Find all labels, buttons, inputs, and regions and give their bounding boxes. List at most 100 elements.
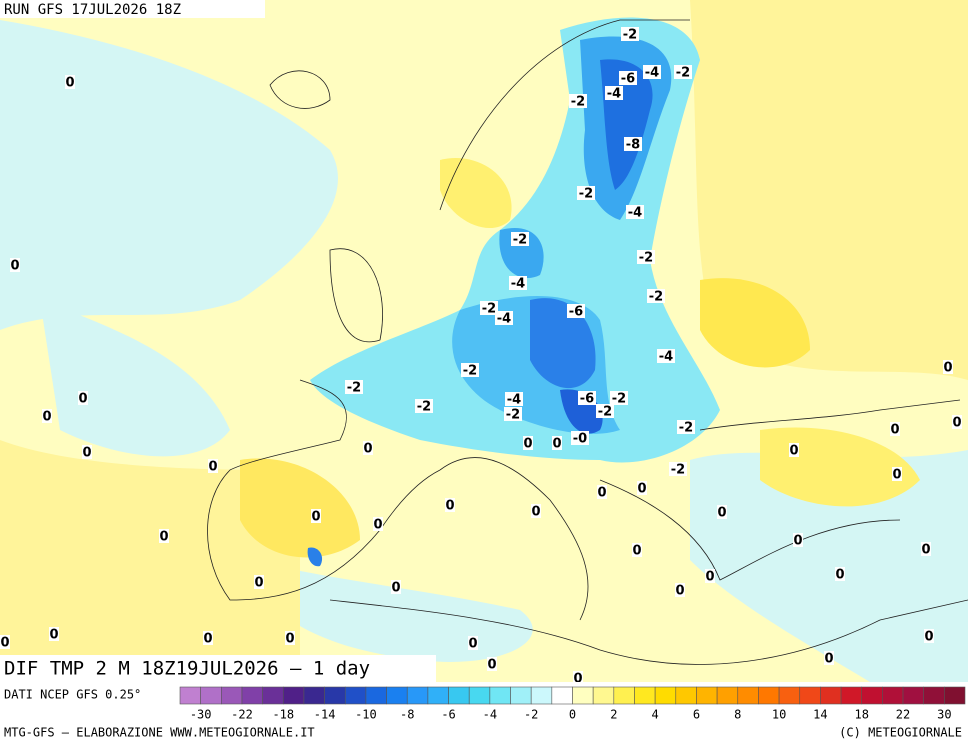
footer-right: (C) METEOGIORNALE <box>839 726 962 740</box>
contour-label: -2 <box>417 400 431 415</box>
contour-label: 0 <box>203 632 212 647</box>
colorbar-label: 8 <box>734 708 741 722</box>
contour-label: -4 <box>645 66 659 81</box>
colorbar-swatch <box>924 687 945 704</box>
contour-label: 0 <box>924 630 933 645</box>
contour-label: 0 <box>285 632 294 647</box>
contour-label: 0 <box>311 510 320 525</box>
contour-label: -2 <box>649 290 663 305</box>
colorbar-swatch <box>634 687 655 704</box>
contour-label: -4 <box>628 206 642 221</box>
colorbar-swatch <box>738 687 759 704</box>
colorbar-swatch <box>944 687 965 704</box>
colorbar-swatch <box>345 687 366 704</box>
colorbar-swatch <box>325 687 346 704</box>
colorbar-swatch <box>779 687 800 704</box>
colorbar-swatch <box>490 687 511 704</box>
contour-label: 0 <box>637 482 646 497</box>
colorbar-label: -14 <box>314 708 336 722</box>
contour-label: 0 <box>789 444 798 459</box>
colorbar-swatch <box>366 687 387 704</box>
contour-label: 0 <box>523 437 532 452</box>
contour-label: 0 <box>363 442 372 457</box>
colorbar-swatch <box>449 687 470 704</box>
colorbar-swatch <box>263 687 284 704</box>
contour-label: 0 <box>468 637 477 652</box>
colorbar-swatch <box>820 687 841 704</box>
contour-label: -8 <box>626 138 640 153</box>
colorbar-swatch <box>614 687 635 704</box>
contour-label: -2 <box>639 251 653 266</box>
colorbar-swatch <box>242 687 263 704</box>
contour-label: -2 <box>482 302 496 317</box>
colorbar-label: -8 <box>400 708 414 722</box>
contour-label: 0 <box>824 652 833 667</box>
colorbar-label: -6 <box>441 708 455 722</box>
colorbar-label: -4 <box>483 708 497 722</box>
contour-label: 0 <box>943 361 952 376</box>
colorbar-swatch <box>841 687 862 704</box>
colorbar-label: -2 <box>524 708 538 722</box>
colorbar-swatch <box>862 687 883 704</box>
header-run: RUN GFS 17JUL2026 18Z <box>4 2 181 18</box>
colorbar-swatch <box>573 687 594 704</box>
contour-label: 0 <box>373 518 382 533</box>
colorbar-label: 22 <box>896 708 910 722</box>
colorbar-swatch <box>304 687 325 704</box>
contour-label: -4 <box>497 312 511 327</box>
contour-label: -2 <box>598 405 612 420</box>
colorbar-swatch <box>655 687 676 704</box>
colorbar-label: 2 <box>610 708 617 722</box>
contour-label: 0 <box>42 410 51 425</box>
contour-label: -4 <box>659 350 673 365</box>
colorbar-label: 10 <box>772 708 786 722</box>
colorbar-label: -22 <box>231 708 253 722</box>
contour-label: -2 <box>513 233 527 248</box>
colorbar-swatch <box>758 687 779 704</box>
colorbar-swatch <box>593 687 614 704</box>
contour-label: -4 <box>511 277 525 292</box>
contour-label: 0 <box>632 544 641 559</box>
contour-label: 0 <box>552 437 561 452</box>
colorbar-label: -18 <box>272 708 294 722</box>
contour-label: 0 <box>952 416 961 431</box>
contour-label: -0 <box>573 432 587 447</box>
contour-label: -2 <box>671 463 685 478</box>
map-title: DIF TMP 2 M 18Z19JUL2026 – 1 day <box>4 658 370 680</box>
contour-label: 0 <box>208 460 217 475</box>
colorbar-swatch <box>903 687 924 704</box>
contour-label: -2 <box>571 95 585 110</box>
colorbar-label: -10 <box>355 708 377 722</box>
colorbar-swatch <box>283 687 304 704</box>
contour-label: 0 <box>159 530 168 545</box>
contour-label: 0 <box>597 486 606 501</box>
colorbar-label: 6 <box>693 708 700 722</box>
contour-label: -2 <box>676 66 690 81</box>
contour-label: 0 <box>49 628 58 643</box>
colorbar-swatch <box>180 687 201 704</box>
contour-label: -6 <box>621 72 635 87</box>
contour-label: -2 <box>623 28 637 43</box>
colorbar-swatch <box>717 687 738 704</box>
contour-label: 0 <box>921 543 930 558</box>
colorbar-swatch <box>428 687 449 704</box>
contour-label: 0 <box>254 576 263 591</box>
colorbar-swatch <box>696 687 717 704</box>
colorbar-label: 4 <box>652 708 659 722</box>
contour-label: 0 <box>78 392 87 407</box>
colorbar-swatch <box>387 687 408 704</box>
colorbar-label: 0 <box>569 708 576 722</box>
contour-label: 0 <box>890 423 899 438</box>
colorbar-swatch <box>882 687 903 704</box>
colorbar-swatch <box>221 687 242 704</box>
contour-label: 0 <box>65 76 74 91</box>
contour-label: -2 <box>506 408 520 423</box>
contour-label: 0 <box>391 581 400 596</box>
footer-left: MTG-GFS – ELABORAZIONE WWW.METEOGIORNALE… <box>4 726 315 740</box>
colorbar-swatch <box>201 687 222 704</box>
colorbar-swatch <box>676 687 697 704</box>
colorbar-swatch <box>800 687 821 704</box>
contour-label: -2 <box>463 364 477 379</box>
